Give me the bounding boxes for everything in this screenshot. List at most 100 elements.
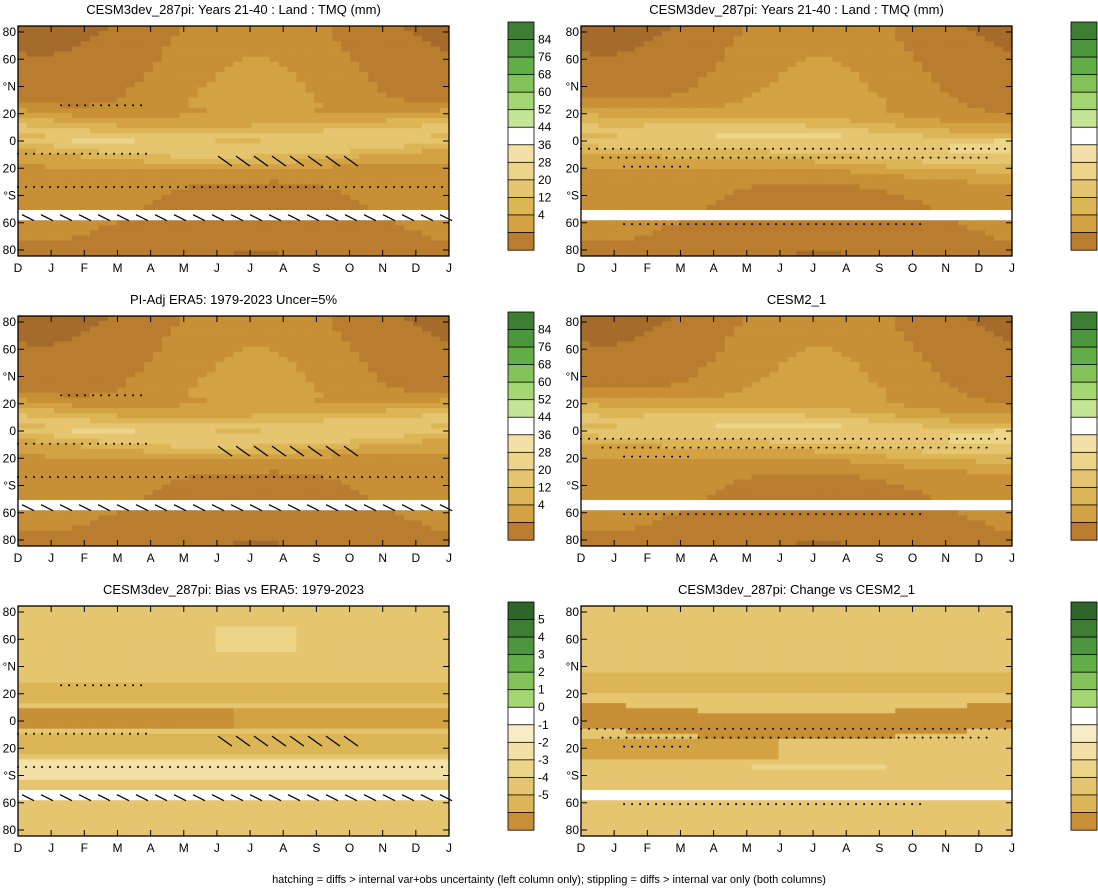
heatmap-cell (751, 164, 761, 170)
heatmap-cell (134, 148, 145, 155)
heatmap-cell (35, 331, 46, 337)
heatmap-cell (697, 26, 708, 32)
heatmap-cell (44, 97, 55, 104)
heatmap-cell (589, 102, 600, 109)
heatmap-cell (377, 220, 387, 226)
heatmap-cell (44, 128, 55, 134)
x-tick-label: N (941, 261, 950, 275)
heatmap-cell (661, 169, 672, 175)
heatmap-cell (260, 138, 270, 144)
heatmap-cell (215, 82, 225, 88)
heatmap-cell (625, 82, 636, 88)
heatmap-cell (724, 184, 735, 190)
heatmap-cell (44, 51, 55, 58)
stipple-dot (60, 104, 63, 107)
heatmap-cell (581, 230, 591, 236)
stipple-dot (799, 223, 802, 226)
heatmap-cell (859, 66, 869, 73)
heatmap-cell (652, 189, 663, 196)
heatmap-cell (823, 174, 833, 180)
heatmap-cell (913, 194, 923, 201)
heatmap-cell (161, 133, 172, 139)
heatmap-cell (706, 51, 717, 58)
heatmap-cell (197, 250, 207, 257)
colorbar-label: 68 (538, 68, 552, 82)
heatmap-cell (931, 199, 941, 206)
heatmap-cell (967, 169, 977, 175)
heatmap-cell (170, 102, 181, 109)
heatmap-cell (715, 153, 726, 160)
heatmap-cell (233, 77, 243, 83)
heatmap-cell (940, 97, 950, 104)
heatmap-cell (296, 36, 306, 42)
heatmap-cell (769, 225, 779, 231)
heatmap-cell (359, 31, 369, 37)
heatmap-cell (170, 133, 181, 139)
heatmap-cell (778, 102, 788, 109)
heatmap-cell (395, 316, 405, 322)
heatmap-cell (35, 112, 46, 119)
heatmap-cell (769, 138, 779, 144)
heatmap-cell (305, 72, 315, 78)
heatmap-cell (296, 331, 306, 337)
heatmap-cell (242, 87, 252, 93)
heatmap-cell (733, 46, 744, 52)
heatmap-cell (125, 107, 136, 114)
heatmap-cell (724, 169, 735, 175)
heatmap-cell (805, 72, 815, 78)
heatmap-cell (994, 46, 1004, 52)
heatmap-cell (197, 199, 207, 206)
heatmap-cell (323, 107, 333, 114)
heatmap-cell (251, 133, 261, 139)
heatmap-cell (287, 31, 297, 37)
heatmap-cell (643, 235, 654, 242)
heatmap-cell (832, 61, 842, 68)
heatmap-cell (625, 245, 636, 252)
heatmap-cell (341, 204, 351, 211)
heatmap-cell (125, 123, 136, 129)
heatmap-cell (233, 189, 243, 196)
heatmap-cell (688, 148, 699, 155)
heatmap-cell (395, 194, 405, 201)
heatmap-cell (895, 36, 905, 42)
heatmap-cell (751, 102, 761, 109)
heatmap-cell (305, 316, 315, 322)
heatmap-cell (179, 220, 190, 226)
heatmap-cell (152, 230, 163, 236)
heatmap-cell (850, 92, 860, 98)
heatmap-cell (643, 112, 654, 119)
heatmap-cell (904, 123, 914, 129)
heatmap-cell (967, 235, 977, 242)
heatmap-cell (904, 174, 914, 180)
heatmap-cell (368, 245, 378, 252)
heatmap-cell (287, 158, 297, 165)
heatmap-cell (170, 164, 181, 170)
heatmap-cell (197, 204, 207, 211)
heatmap-cell (179, 143, 190, 150)
heatmap-cell (18, 77, 28, 83)
heatmap-cell (89, 41, 100, 47)
heatmap-cell (305, 179, 315, 185)
heatmap-cell (850, 107, 860, 114)
heatmap-cell (215, 46, 225, 52)
heatmap-cell (652, 112, 663, 119)
heatmap-cell (607, 143, 618, 150)
heatmap-cell (760, 153, 770, 160)
heatmap-cell (395, 77, 405, 83)
heatmap-cell (643, 245, 654, 252)
heatmap-cell (814, 204, 824, 211)
heatmap-cell (1003, 36, 1013, 42)
heatmap-cell (778, 169, 788, 175)
heatmap-cell (581, 245, 591, 252)
heatmap-cell (197, 174, 207, 180)
x-tick-label: S (312, 261, 320, 275)
heatmap-cell (805, 102, 815, 109)
heatmap-cell (62, 250, 73, 257)
heatmap-cell (44, 215, 55, 221)
heatmap-cell (395, 215, 405, 221)
heatmap-cell (188, 72, 198, 78)
stipple-dot (49, 152, 51, 155)
heatmap-cell (98, 46, 109, 52)
heatmap-cell (895, 112, 905, 119)
heatmap-cell (332, 143, 342, 150)
